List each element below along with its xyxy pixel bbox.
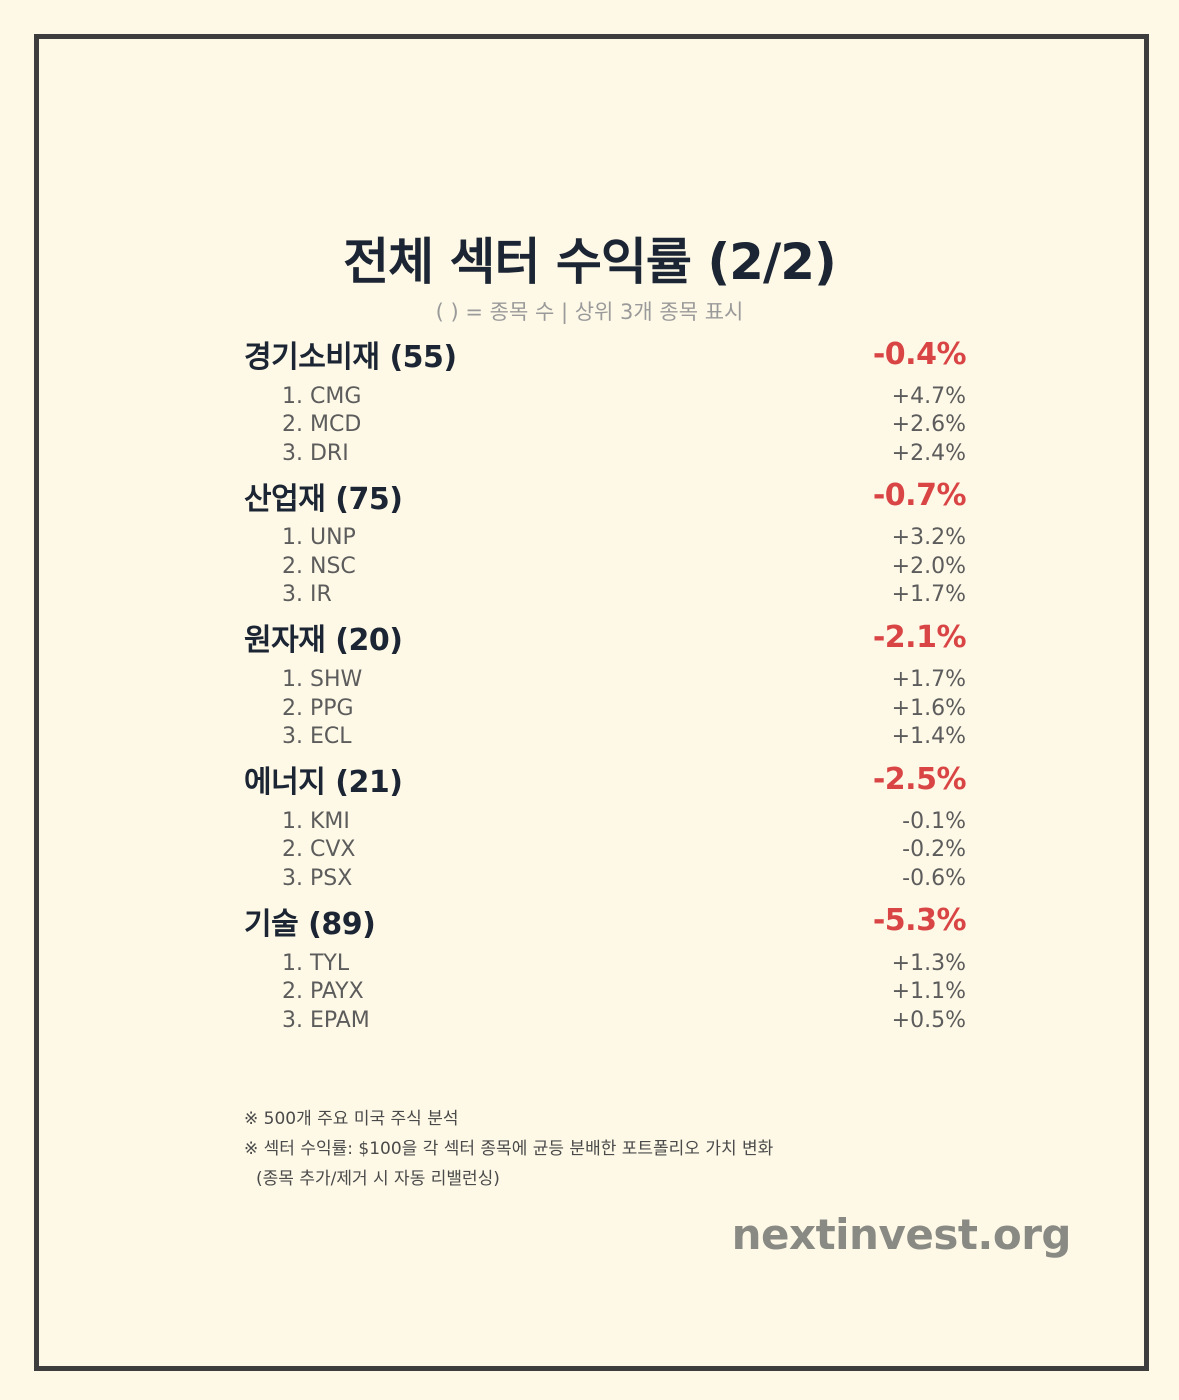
card-frame	[34, 34, 1149, 1371]
sector-block: 에너지 (21) -2.5% 1. KMI -0.1% 2. CVX -0.2%…	[244, 756, 967, 898]
stock-return: +1.4%	[891, 724, 966, 750]
page-subtitle: ( ) = 종목 수 | 상위 3개 종목 표시	[435, 300, 744, 324]
stock-row: 2. PAYX +1.1%	[244, 977, 966, 1006]
footnotes: ※ 500개 주요 미국 주식 분석 ※ 섹터 수익률: $100을 각 섹터 …	[244, 1104, 773, 1194]
stock-row: 3. PSX -0.6%	[244, 864, 966, 893]
sector-header: 기술 (89) -5.3%	[244, 898, 967, 944]
stock-name: 1. CMG	[282, 383, 362, 409]
sector-return: -2.1%	[872, 619, 967, 655]
footnote: (종목 추가/제거 시 자동 리밸런싱)	[256, 1169, 500, 1189]
stock-name: 3. PSX	[282, 865, 353, 891]
stock-row: 2. CVX -0.2%	[244, 836, 966, 865]
stock-return: +1.6%	[891, 695, 966, 721]
stock-return: +0.5%	[891, 1007, 966, 1033]
stock-row: 2. PPG +1.6%	[244, 694, 966, 723]
stock-list: 1. TYL +1.3% 2. PAYX +1.1% 3. EPAM +0.5%	[244, 949, 966, 1035]
stock-name: 2. PPG	[282, 695, 354, 721]
stock-row: 2. MCD +2.6%	[244, 411, 966, 440]
stock-return: +1.7%	[891, 582, 966, 608]
stock-row: 1. TYL +1.3%	[244, 949, 966, 978]
stock-list: 1. CMG +4.7% 2. MCD +2.6% 3. DRI +2.4%	[244, 382, 966, 468]
sector-name: 원자재 (20)	[244, 623, 403, 659]
stock-name: 3. DRI	[282, 440, 349, 466]
sector-block: 기술 (89) -5.3% 1. TYL +1.3% 2. PAYX +1.1%…	[244, 898, 967, 1040]
stock-return: +2.4%	[891, 440, 966, 466]
footnote: ※ 500개 주요 미국 주식 분석	[244, 1109, 459, 1129]
sector-return: -0.4%	[872, 336, 967, 372]
stock-row: 1. KMI -0.1%	[244, 807, 966, 836]
stock-list: 1. KMI -0.1% 2. CVX -0.2% 3. PSX -0.6%	[244, 807, 966, 893]
sector-header: 원자재 (20) -2.1%	[244, 614, 967, 660]
stock-list: 1. SHW +1.7% 2. PPG +1.6% 3. ECL +1.4%	[244, 665, 966, 751]
stock-row: 3. IR +1.7%	[244, 581, 966, 610]
sector-name: 산업재 (75)	[244, 481, 403, 517]
sector-header: 경기소비재 (55) -0.4%	[244, 331, 967, 377]
stock-row: 2. NSC +2.0%	[244, 552, 966, 581]
sector-name: 기술 (89)	[244, 906, 376, 942]
stock-row: 3. ECL +1.4%	[244, 722, 966, 751]
stock-row: 1. CMG +4.7%	[244, 382, 966, 411]
stock-row: 3. EPAM +0.5%	[244, 1006, 966, 1035]
sector-block: 원자재 (20) -2.1% 1. SHW +1.7% 2. PPG +1.6%…	[244, 614, 967, 756]
stock-return: +2.6%	[891, 412, 966, 438]
stock-row: 1. UNP +3.2%	[244, 524, 966, 553]
stock-return: +2.0%	[891, 553, 966, 579]
stock-return: +1.3%	[891, 950, 966, 976]
sector-return: -5.3%	[872, 903, 967, 939]
stock-name: 1. KMI	[282, 808, 350, 834]
stock-name: 1. TYL	[282, 950, 350, 976]
stock-return: +1.7%	[891, 667, 966, 693]
stock-name: 2. PAYX	[282, 979, 364, 1004]
stock-return: -0.1%	[902, 808, 966, 834]
stock-return: +4.7%	[891, 383, 966, 409]
stock-return: -0.6%	[902, 865, 966, 891]
stock-return: -0.2%	[902, 837, 966, 863]
stock-row: 3. DRI +2.4%	[244, 439, 966, 468]
stock-name: 1. SHW	[282, 667, 363, 693]
sector-name: 에너지 (21)	[244, 765, 403, 801]
sector-block: 산업재 (75) -0.7% 1. UNP +3.2% 2. NSC +2.0%…	[244, 473, 967, 615]
stock-return: +3.2%	[891, 525, 966, 551]
stock-name: 2. CVX	[282, 837, 356, 863]
sector-return: -2.5%	[872, 761, 967, 797]
stock-name: 3. EPAM	[282, 1007, 370, 1033]
sector-list: 경기소비재 (55) -0.4% 1. CMG +4.7% 2. MCD +2.…	[244, 331, 967, 1040]
sector-block: 경기소비재 (55) -0.4% 1. CMG +4.7% 2. MCD +2.…	[244, 331, 967, 473]
stock-row: 1. SHW +1.7%	[244, 665, 966, 694]
brand-watermark: nextinvest.org	[731, 1210, 1072, 1259]
stock-name: 1. UNP	[282, 525, 356, 551]
stock-name: 3. ECL	[282, 724, 352, 750]
stock-list: 1. UNP +3.2% 2. NSC +2.0% 3. IR +1.7%	[244, 524, 966, 610]
footnote: ※ 섹터 수익률: $100을 각 섹터 종목에 균등 분배한 포트폴리오 가치…	[244, 1139, 774, 1159]
sector-name: 경기소비재 (55)	[244, 340, 457, 375]
stock-name: 3. IR	[282, 582, 332, 608]
sector-return: -0.7%	[872, 478, 967, 514]
stock-name: 2. MCD	[282, 412, 362, 438]
stock-name: 2. NSC	[282, 553, 356, 579]
sector-header: 산업재 (75) -0.7%	[244, 473, 967, 519]
page-title: 전체 섹터 수익률 (2/2)	[343, 233, 837, 291]
stock-return: +1.1%	[891, 979, 966, 1004]
sector-header: 에너지 (21) -2.5%	[244, 756, 967, 802]
